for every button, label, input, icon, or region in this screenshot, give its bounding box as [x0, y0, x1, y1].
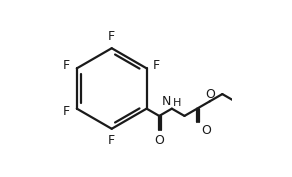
Text: N: N — [161, 95, 171, 108]
Text: O: O — [154, 134, 164, 147]
Text: H: H — [173, 98, 181, 108]
Text: F: F — [108, 134, 115, 147]
Text: F: F — [63, 59, 70, 72]
Text: O: O — [206, 87, 215, 101]
Text: O: O — [201, 124, 211, 137]
Text: F: F — [63, 105, 70, 118]
Text: F: F — [108, 30, 115, 43]
Text: F: F — [153, 59, 160, 72]
